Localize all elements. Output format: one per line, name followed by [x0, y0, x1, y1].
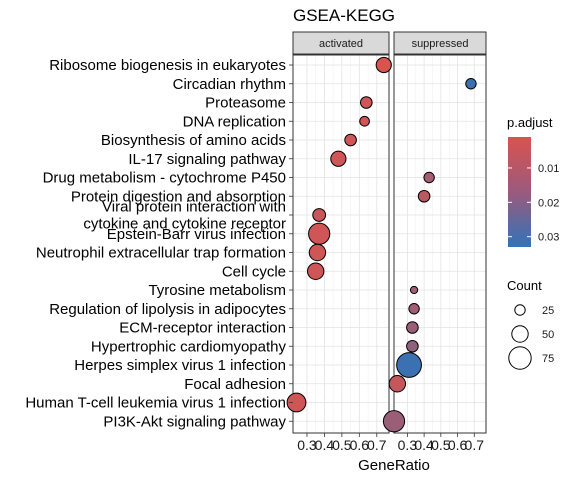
y-tick-label: ECM-receptor interaction [119, 320, 286, 337]
data-point [313, 209, 326, 222]
facet-panel-activated: activated [293, 32, 389, 433]
size-legend-label: 75 [542, 353, 554, 365]
data-point [389, 376, 405, 392]
y-tick-label: Ribosome biogenesis in eukaryotes [49, 57, 286, 74]
colorbar-tick-label: 0.03 [538, 232, 559, 244]
y-tick-label: Epstein-Barr virus infection [107, 226, 286, 243]
y-tick-label: Regulation of lipolysis in adipocytes [49, 301, 286, 318]
colorbar-tick-label: 0.02 [538, 197, 559, 209]
facet-strip-label: suppressed [412, 38, 469, 50]
x-tick-label: 0.7 [367, 437, 387, 453]
facet-strip-label: activated [319, 38, 363, 50]
data-point [397, 353, 422, 378]
y-tick-label: Drug metabolism - cytochrome P450 [43, 170, 286, 187]
data-point [418, 190, 430, 202]
panel-background [293, 55, 389, 433]
data-point [309, 244, 325, 260]
size-legend-circle [509, 347, 531, 369]
x-axis: 0.30.40.50.60.7 0.30.40.50.60.7 [297, 433, 484, 453]
p-adjust-colorbar [508, 137, 531, 247]
data-point [345, 134, 357, 146]
data-point [466, 79, 476, 89]
data-point [309, 223, 330, 244]
count-legend-title: Count [507, 278, 542, 293]
data-point [360, 116, 370, 126]
data-point [407, 340, 419, 352]
data-point [383, 411, 404, 432]
chart-title: GSEA-KEGG [293, 6, 395, 25]
y-tick-label: IL-17 signaling pathway [128, 151, 286, 168]
y-tick-label: PI3K-Akt signaling pathway [103, 413, 286, 430]
data-point [331, 151, 346, 166]
data-point [409, 304, 419, 314]
data-point [307, 263, 323, 279]
y-tick-label: Tyrosine metabolism [148, 282, 286, 299]
x-tick-label: 0.7 [465, 437, 485, 453]
data-point [376, 57, 391, 72]
y-axis-labels: Ribosome biogenesis in eukaryotes Circadi… [25, 57, 293, 430]
y-tick-label: Human T-cell leukemia virus 1 infection [25, 395, 286, 412]
x-axis-title: GeneRatio [358, 457, 430, 474]
y-tick-label: Proteasome [205, 95, 286, 112]
size-legend-circle [512, 326, 528, 342]
count-legend: Count 25 50 75 [507, 278, 554, 369]
data-point [424, 172, 434, 182]
y-tick-label: Herpes simplex virus 1 infection [74, 357, 286, 374]
y-tick-label: Neutrophil extracellular trap formation [36, 245, 286, 262]
data-point [407, 322, 419, 334]
p-adjust-legend-title: p.adjust [507, 115, 553, 130]
size-legend-label: 25 [542, 305, 554, 317]
data-point [410, 286, 417, 293]
data-point [361, 97, 373, 109]
y-tick-label: Focal adhesion [184, 376, 286, 393]
y-tick-label: Cell cycle [222, 263, 286, 280]
size-legend-label: 50 [542, 329, 554, 341]
y-tick-label: Hypertrophic cardiomyopathy [91, 338, 287, 355]
size-legend-circle [515, 305, 525, 315]
y-tick-label: DNA replication [183, 113, 286, 130]
y-tick-label: Circadian rhythm [173, 76, 286, 93]
y-tick-label: Biosynthesis of amino acids [101, 132, 286, 149]
colorbar-tick-label: 0.01 [538, 163, 559, 175]
p-adjust-legend: p.adjust 0.01 0.02 0.03 [507, 115, 559, 247]
